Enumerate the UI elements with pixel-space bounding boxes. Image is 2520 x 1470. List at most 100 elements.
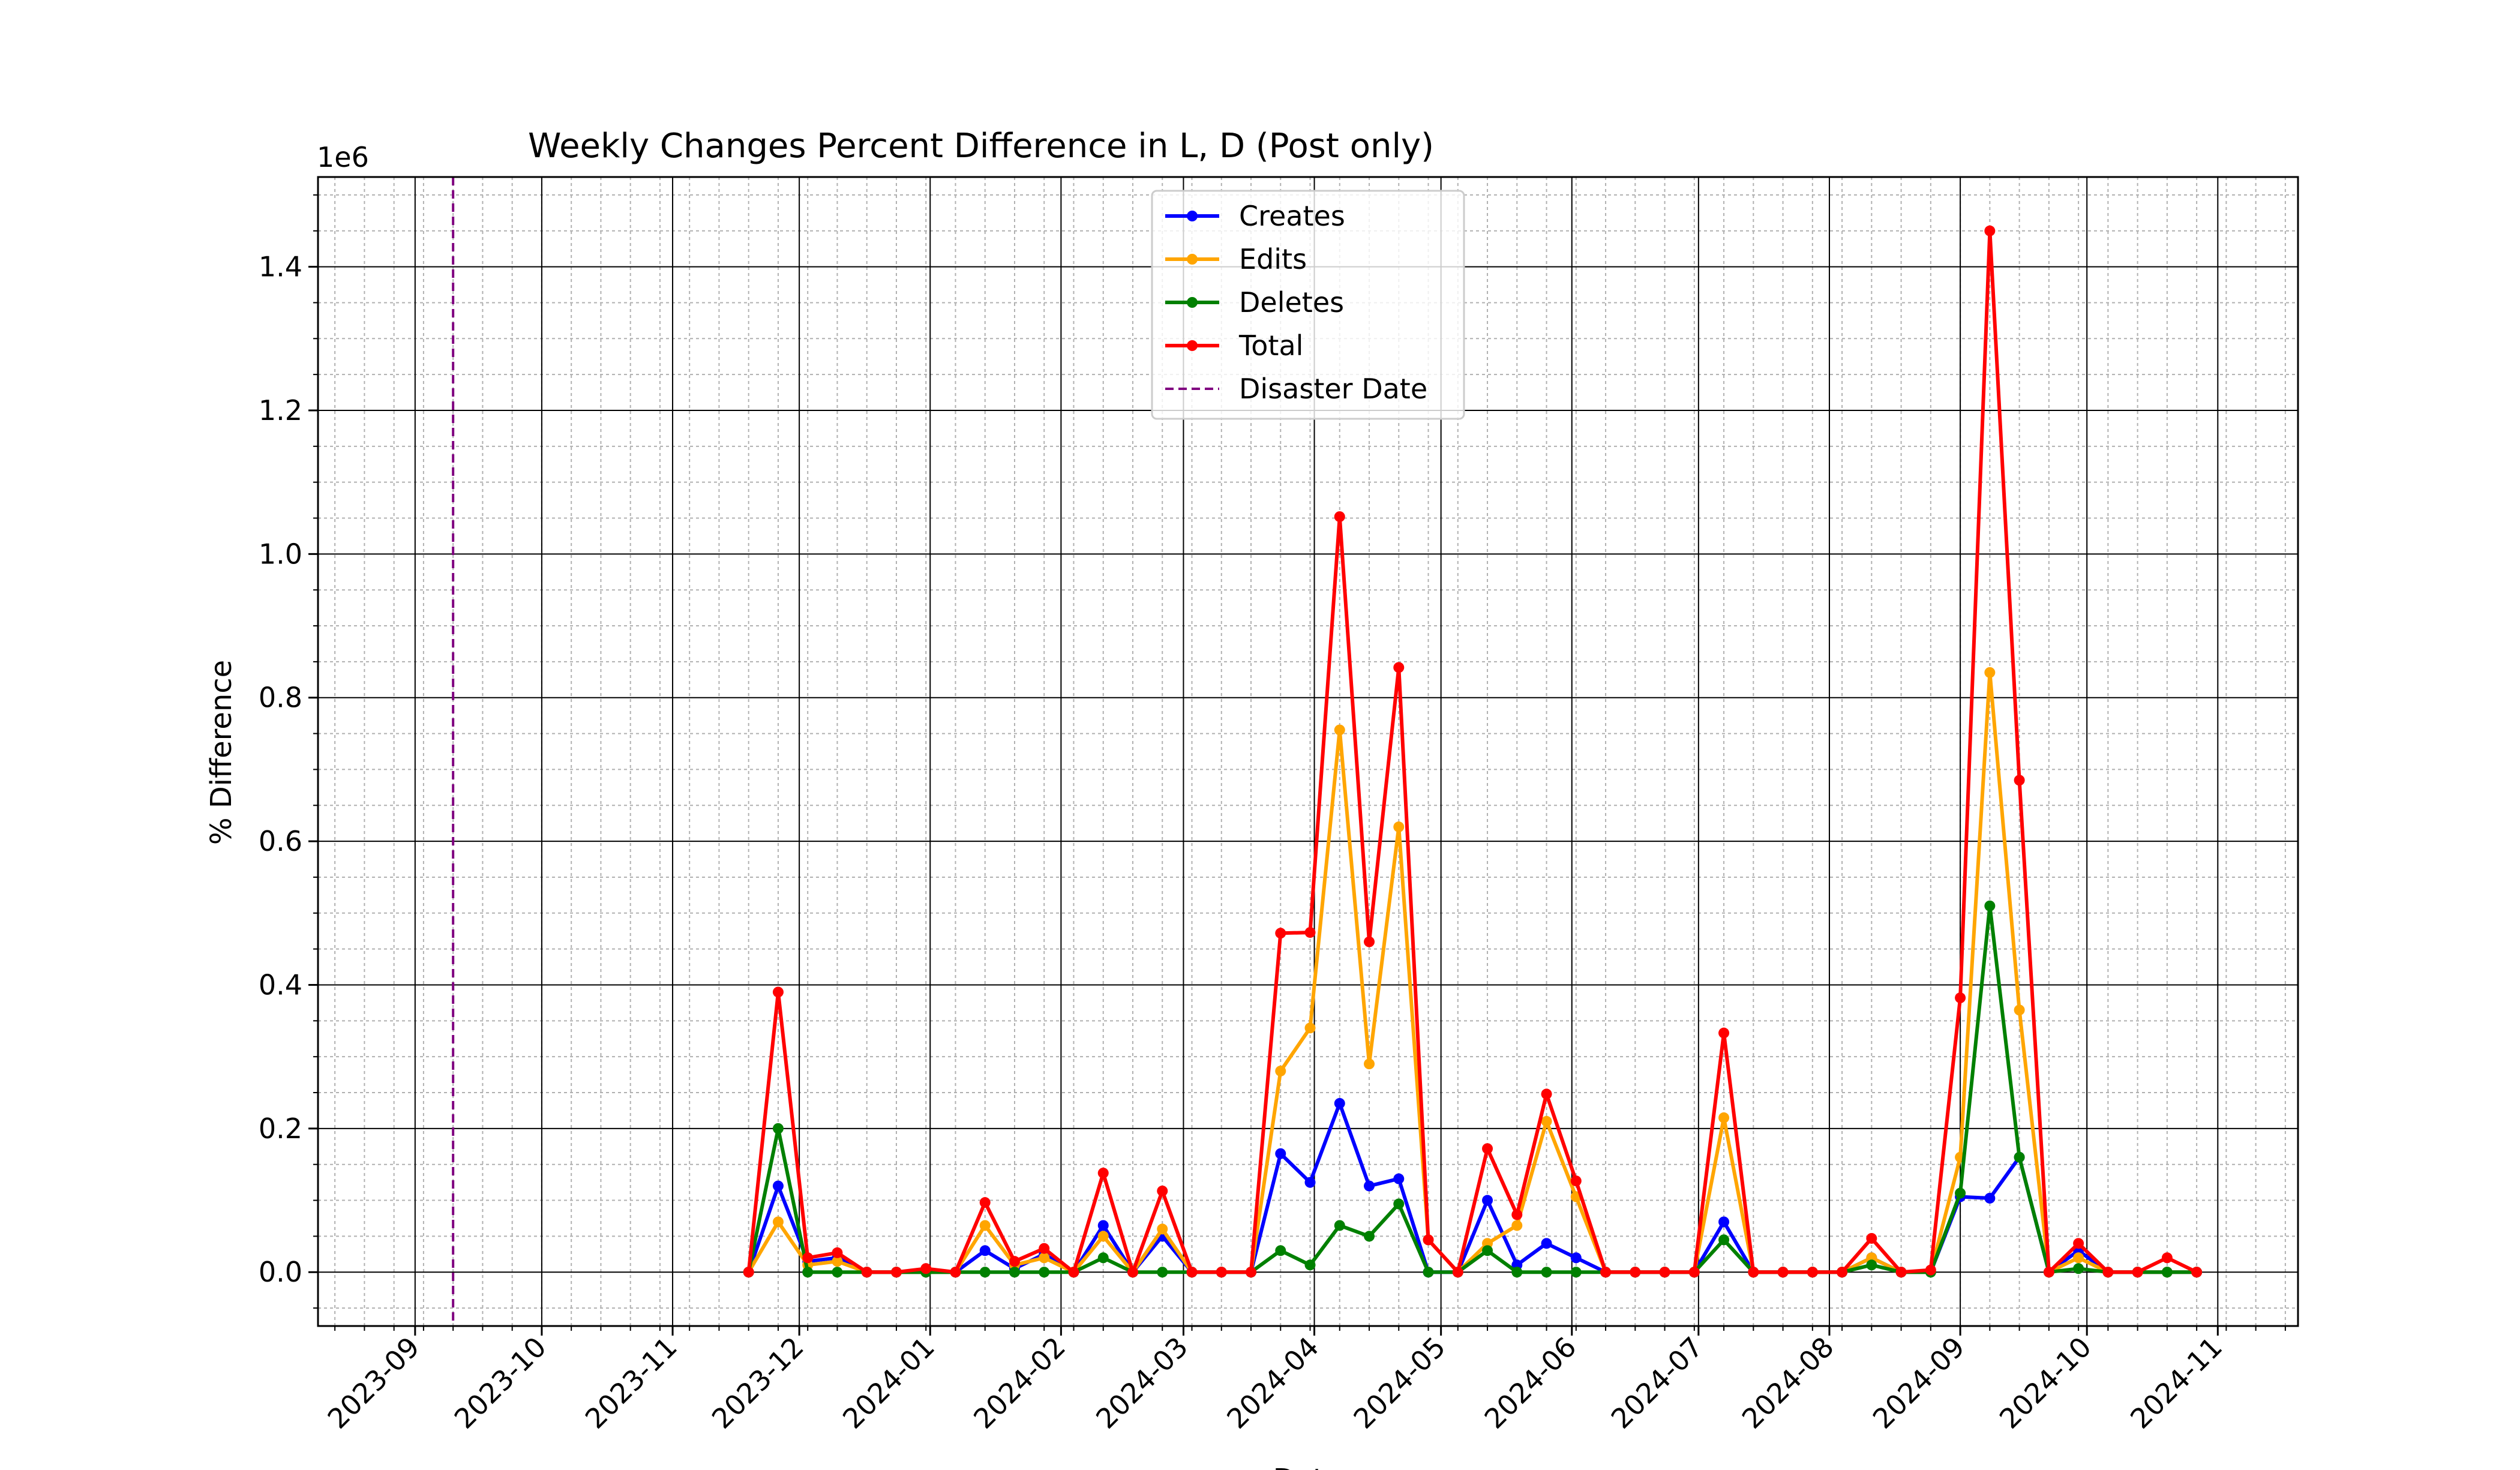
total-point [1718, 1027, 1730, 1039]
legend: Creates Edits Deletes Total Disaster Date [1151, 190, 1465, 420]
y-tick-label: 1.4 [259, 251, 302, 283]
total-point [1157, 1185, 1168, 1196]
deletes-point [1482, 1245, 1493, 1256]
edits-point [1541, 1115, 1552, 1127]
edits-point [1364, 1058, 1375, 1070]
creates-point [1393, 1173, 1405, 1184]
legend-marker-edits [1187, 254, 1198, 265]
edits-point [1097, 1231, 1109, 1242]
deletes-point [1039, 1267, 1050, 1278]
deletes-point [1541, 1267, 1552, 1278]
total-point [1097, 1168, 1109, 1179]
total-point [2191, 1267, 2203, 1278]
total-point [802, 1252, 814, 1264]
edits-point [1334, 724, 1345, 736]
y-tick-label: 1.2 [259, 394, 302, 427]
total-point [861, 1267, 872, 1278]
total-point [2014, 775, 2025, 786]
total-point [2102, 1267, 2114, 1278]
creates-point [1482, 1195, 1493, 1206]
total-point [1068, 1267, 1079, 1278]
edits-point [1304, 1022, 1316, 1034]
total-point [2132, 1267, 2143, 1278]
creates-point [1570, 1252, 1582, 1264]
deletes-point [1511, 1267, 1523, 1278]
legend-label-disaster-date: Disaster Date [1239, 373, 1427, 405]
deletes-point [1304, 1259, 1316, 1271]
total-point [1984, 225, 1996, 236]
total-point [743, 1267, 754, 1278]
chart-title: Weekly Changes Percent Difference in L, … [528, 127, 1434, 166]
deletes-point [1718, 1234, 1730, 1246]
total-point [1393, 662, 1405, 673]
deletes-point [1009, 1267, 1020, 1278]
total-point [979, 1197, 991, 1208]
total-point [772, 986, 784, 998]
deletes-point [802, 1267, 814, 1278]
x-axis-label: Date [1273, 1463, 1342, 1470]
total-point [1127, 1267, 1138, 1278]
total-point [1925, 1264, 1936, 1276]
total-point [1955, 992, 1966, 1004]
total-point [2043, 1267, 2054, 1278]
creates-point [1364, 1180, 1375, 1192]
legend-marker-deletes [1187, 297, 1198, 308]
deletes-point [1157, 1267, 1168, 1278]
total-point [1866, 1232, 1877, 1244]
total-point [890, 1267, 902, 1278]
deletes-point [1955, 1187, 1966, 1199]
total-point [832, 1247, 843, 1258]
total-point [1600, 1267, 1612, 1278]
deletes-point [2014, 1151, 2025, 1163]
legend-marker-creates [1187, 211, 1198, 221]
creates-point [1304, 1177, 1316, 1188]
total-point [1777, 1267, 1789, 1278]
total-point [1541, 1088, 1552, 1100]
total-point [920, 1263, 932, 1274]
total-point [1275, 928, 1286, 939]
y-tick-label: 0.0 [259, 1256, 302, 1288]
y-tick-label: 0.2 [259, 1112, 302, 1145]
creates-point [979, 1245, 991, 1256]
deletes-point [1334, 1220, 1345, 1231]
deletes-point [1423, 1267, 1434, 1278]
total-point [1216, 1267, 1227, 1278]
total-point [1246, 1267, 1257, 1278]
total-line [746, 229, 2198, 1274]
y-tick-label: 1.0 [259, 538, 302, 570]
total-point [1304, 927, 1316, 938]
total-point [1364, 936, 1375, 947]
total-point [1423, 1234, 1434, 1246]
total-point [950, 1267, 961, 1278]
deletes-point [832, 1267, 843, 1278]
total-point [1039, 1243, 1050, 1254]
total-point [1807, 1267, 1818, 1278]
total-point [1009, 1256, 1020, 1267]
deletes-point [1866, 1259, 1877, 1271]
plot-area-frame [317, 176, 2299, 1327]
creates-point [1541, 1238, 1552, 1249]
edits-point [1984, 667, 1996, 678]
total-point [2161, 1252, 2173, 1264]
legend-label-deletes: Deletes [1239, 286, 1344, 319]
legend-label-creates: Creates [1239, 200, 1345, 232]
total-point [1511, 1209, 1523, 1220]
total-point [1482, 1143, 1493, 1154]
deletes-point [1097, 1252, 1109, 1264]
series-layer [743, 225, 2203, 1278]
creates-point [772, 1180, 784, 1192]
deletes-point [1275, 1245, 1286, 1256]
creates-point [1334, 1097, 1345, 1109]
total-point [1659, 1267, 1670, 1278]
total-point [1186, 1267, 1198, 1278]
deletes-point [2161, 1267, 2173, 1278]
deletes-point [1570, 1267, 1582, 1278]
edits-point [772, 1216, 784, 1228]
deletes-point [1393, 1198, 1405, 1210]
edits-point [2073, 1252, 2084, 1264]
y-axis-offset-label: 1e6 [317, 141, 369, 173]
legend-label-total: Total [1238, 329, 1303, 362]
creates-point [1097, 1220, 1109, 1231]
edits-point [1511, 1220, 1523, 1231]
